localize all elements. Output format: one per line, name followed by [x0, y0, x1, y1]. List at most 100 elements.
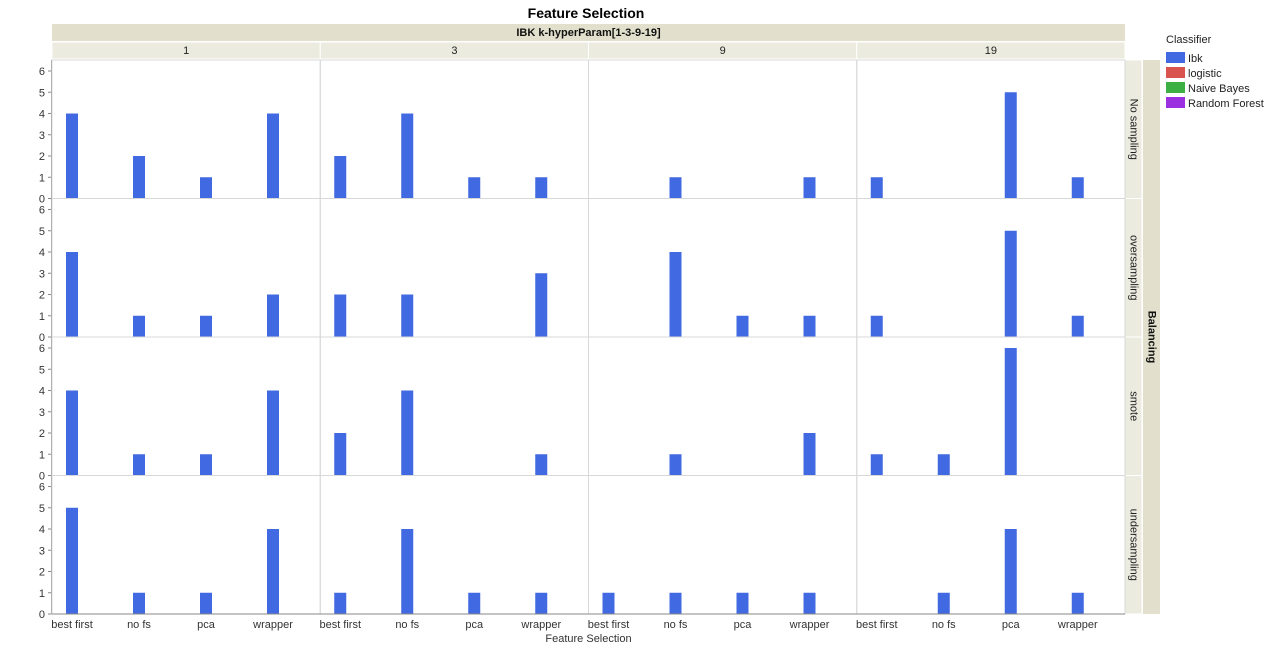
bar-no-fs-k9-undersampling	[669, 592, 682, 614]
bar-wrapper-k3-oversampling	[535, 273, 548, 337]
panel-frame	[588, 336, 858, 476]
x-tick-label: pca	[197, 619, 216, 631]
column-header-label: 1	[183, 45, 189, 57]
y-tick-label: 1	[39, 449, 45, 461]
panel-frame	[588, 59, 858, 199]
bar-no-fs-k1-undersampling	[133, 592, 145, 614]
y-tick-label: 1	[39, 588, 45, 600]
bar-wrapper-k19-undersampling	[1071, 592, 1084, 614]
bar-best-first-k1-undersampling	[66, 507, 78, 614]
bar-best-first-k1-oversampling	[66, 252, 78, 337]
y-tick-label: 6	[39, 482, 45, 494]
legend-title: Classifier	[1166, 34, 1212, 46]
y-tick-label: 4	[39, 386, 45, 398]
column-header-label: 9	[720, 45, 726, 57]
x-tick-label: wrapper	[520, 619, 561, 631]
y-tick-label: 5	[39, 503, 45, 515]
y-tick-label: 3	[39, 130, 45, 142]
bar-best-first-k1-smote	[66, 390, 78, 476]
y-tick-label: 3	[39, 268, 45, 280]
x-tick-label: no fs	[664, 619, 688, 631]
y-tick-label: 3	[39, 545, 45, 557]
y-tick-label: 4	[39, 109, 45, 121]
bar-no-fs-k9-smote	[669, 454, 682, 476]
bar-no-fs-k1-no-sampling	[133, 156, 145, 199]
panel-frame	[319, 198, 589, 338]
bar-best-first-k19-no-sampling	[870, 177, 883, 199]
bar-pca-k1-no-sampling	[200, 177, 212, 199]
y-tick-label: 2	[39, 428, 45, 440]
row-group-title: Balancing	[1146, 311, 1158, 364]
bar-wrapper-k19-no-sampling	[1071, 177, 1084, 199]
bar-best-first-k9-undersampling	[602, 592, 615, 614]
x-tick-label: best first	[588, 619, 630, 631]
column-header-19	[856, 41, 1126, 60]
y-tick-label: 2	[39, 290, 45, 302]
panel-frame	[588, 198, 858, 338]
x-tick-label: no fs	[932, 619, 956, 631]
y-tick-label: 5	[39, 226, 45, 238]
panel-frame	[588, 475, 858, 615]
bar-best-first-k3-no-sampling	[334, 156, 347, 199]
bar-pca-k9-undersampling	[736, 592, 749, 614]
column-group-title-band	[52, 24, 1125, 41]
chart-title: Feature Selection	[528, 5, 645, 21]
row-header-label: No sampling	[1128, 99, 1140, 160]
x-tick-label: best first	[319, 619, 361, 631]
panel-frame	[856, 336, 1126, 476]
bar-wrapper-k1-oversampling	[267, 294, 279, 337]
legend-label: logistic	[1188, 68, 1222, 80]
y-tick-label: 5	[39, 87, 45, 99]
bar-no-fs-k3-undersampling	[401, 529, 414, 614]
x-tick-label: best first	[856, 619, 898, 631]
bar-pca-k3-undersampling	[468, 592, 481, 614]
row-group-title-band	[1143, 60, 1160, 614]
bar-wrapper-k3-smote	[535, 454, 548, 476]
y-tick-label: 5	[39, 364, 45, 376]
y-tick-label: 6	[39, 66, 45, 78]
bar-best-first-k19-smote	[870, 454, 883, 476]
bar-best-first-k3-smote	[334, 433, 347, 476]
legend-label: Ibk	[1188, 53, 1203, 65]
legend-swatch-logistic	[1166, 67, 1185, 78]
legend-swatch-random-forest	[1166, 97, 1185, 108]
column-header-label: 19	[985, 45, 997, 57]
bar-no-fs-k3-no-sampling	[401, 113, 414, 199]
bar-pca-k1-oversampling	[200, 315, 212, 337]
bar-wrapper-k9-undersampling	[803, 592, 816, 614]
y-tick-label: 1	[39, 172, 45, 184]
bar-pca-k19-no-sampling	[1004, 92, 1017, 199]
x-tick-label: wrapper	[1057, 619, 1098, 631]
bar-wrapper-k9-smote	[803, 433, 816, 476]
x-tick-label: no fs	[395, 619, 419, 631]
bar-wrapper-k9-oversampling	[803, 315, 816, 337]
panel-frame	[856, 198, 1126, 338]
panel-frame	[51, 475, 321, 615]
panel-frame	[856, 475, 1126, 615]
legend-swatch-ibk	[1166, 52, 1185, 63]
y-tick-label: 6	[39, 343, 45, 355]
y-tick-label: 0	[39, 194, 45, 206]
bar-wrapper-k1-smote	[267, 390, 279, 476]
bar-best-first-k19-oversampling	[870, 315, 883, 337]
bar-pca-k1-smote	[200, 454, 212, 476]
x-tick-label: best first	[51, 619, 93, 631]
legend-label: Random Forest	[1188, 98, 1264, 110]
y-tick-label: 6	[39, 205, 45, 217]
x-axis-title: Feature Selection	[545, 633, 631, 645]
column-group-title: IBK k-hyperParam[1-3-9-19]	[516, 27, 661, 39]
row-header-label: undersampling	[1128, 509, 1140, 581]
bar-no-fs-k19-smote	[937, 454, 950, 476]
bar-wrapper-k3-undersampling	[535, 592, 548, 614]
panel-frame	[51, 59, 321, 199]
y-tick-label: 2	[39, 151, 45, 163]
bar-pca-k19-oversampling	[1004, 230, 1017, 337]
bar-wrapper-k1-undersampling	[267, 529, 279, 614]
bar-wrapper-k19-oversampling	[1071, 315, 1084, 337]
bar-pca-k19-smote	[1004, 348, 1017, 476]
y-tick-label: 0	[39, 471, 45, 483]
bar-no-fs-k1-oversampling	[133, 315, 145, 337]
bar-pca-k9-oversampling	[736, 315, 749, 337]
bar-best-first-k1-no-sampling	[66, 113, 78, 199]
